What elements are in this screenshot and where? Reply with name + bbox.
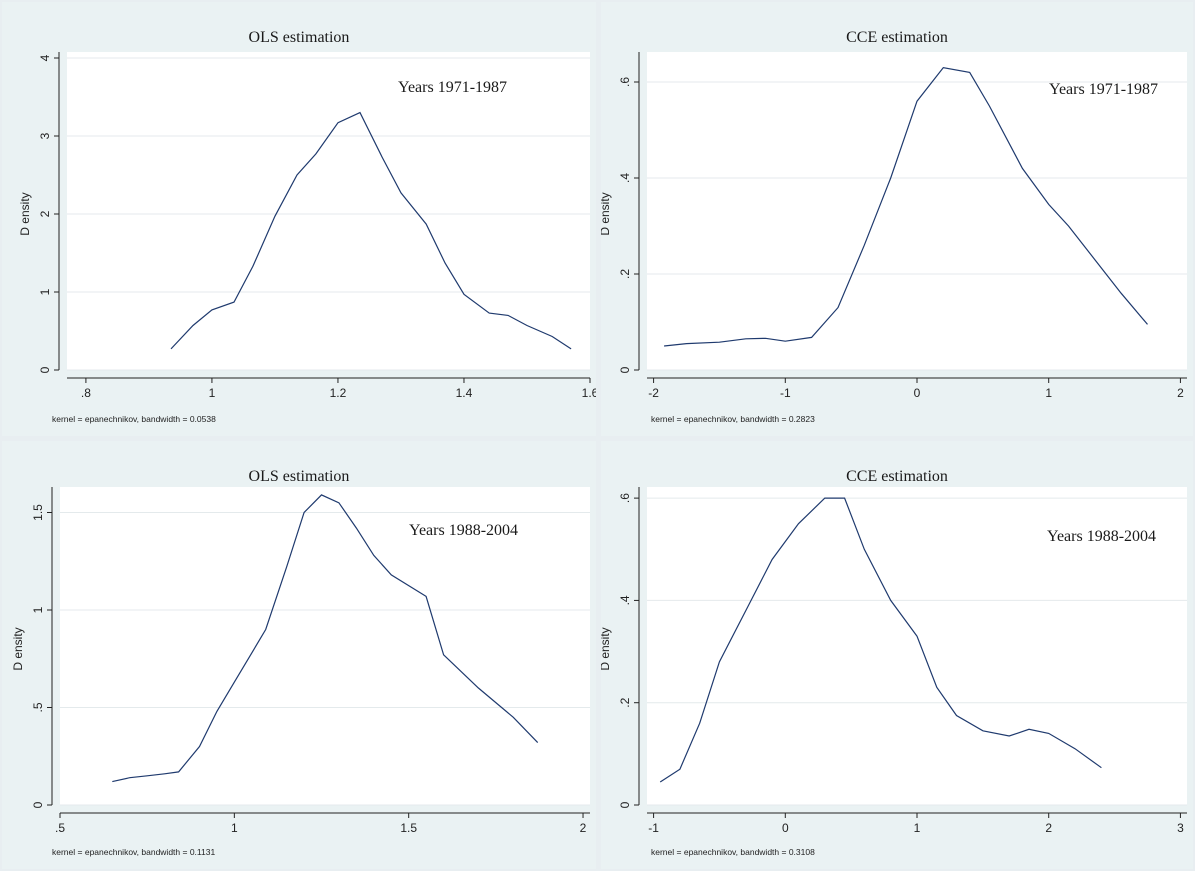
y-axis-label: D ensity	[601, 627, 612, 670]
chart-title: OLS estimation	[249, 29, 350, 46]
x-tick-label: 2	[1177, 386, 1184, 400]
x-tick-label: .5	[55, 821, 65, 835]
chart-title: OLS estimation	[249, 468, 350, 485]
x-tick-label: 1.4	[456, 386, 473, 400]
chart-svg: OLS estimation .5 1 1.5 2 0 .5 1 1.5 D ensity Year…	[11, 468, 590, 857]
kernel-note: kernel = epanechnikov, bandwidth = 0.113…	[52, 847, 215, 857]
kernel-note: kernel = epanechnikov, bandwidth = 0.282…	[651, 414, 815, 424]
chart-title: CCE estimation	[846, 468, 948, 485]
x-tick-label: 1.2	[330, 386, 347, 400]
density-curve	[170, 111, 572, 350]
y-tick-label: 2	[38, 210, 52, 217]
y-tick-label: .6	[618, 493, 632, 503]
x-tick-label: .8	[81, 386, 91, 400]
y-tick-label: .2	[618, 697, 632, 707]
plot-area	[67, 52, 590, 370]
y-tick-label: .4	[618, 595, 632, 605]
density-curve	[659, 497, 1102, 783]
y-axis-label: D ensity	[601, 192, 612, 235]
chart-panel-1: OLS estimation .8 1 1.2 1.4 1.6 0 1 2 3 4 D ensity Y…	[2, 2, 596, 436]
y-tick-label: .2	[618, 269, 632, 279]
x-tick-label: -1	[648, 821, 659, 835]
x-tick-label: 2	[1045, 821, 1052, 835]
y-tick-label: .5	[31, 702, 45, 712]
x-tick-label: 2	[580, 821, 587, 835]
y-tick-label: 4	[38, 54, 52, 61]
plot-area	[647, 52, 1187, 370]
chart-svg: CCE estimation -1 0 1 2 3 0 .2 .4 .6 D ensity Years…	[601, 468, 1187, 857]
x-tick-label: -2	[648, 386, 659, 400]
chart-title: CCE estimation	[846, 29, 948, 46]
y-tick-label: .4	[618, 173, 632, 183]
chart-svg: OLS estimation .8 1 1.2 1.4 1.6 0 1 2 3 4 D ensity Y…	[18, 29, 596, 424]
y-tick-label: 0	[618, 801, 632, 808]
plot-area	[647, 487, 1187, 805]
y-tick-label: 1	[31, 606, 45, 613]
years-annotation: Years 1971-1987	[398, 79, 507, 96]
x-tick-label: 0	[782, 821, 789, 835]
y-tick-label: 0	[31, 801, 45, 808]
x-tick-label: -1	[780, 386, 791, 400]
x-tick-label: 1	[1045, 386, 1052, 400]
y-tick-label: 0	[618, 366, 632, 373]
y-tick-label: 0	[38, 366, 52, 373]
kernel-note: kernel = epanechnikov, bandwidth = 0.310…	[651, 847, 815, 857]
x-tick-label: 1	[231, 821, 238, 835]
years-annotation: Years 1988-2004	[1047, 528, 1156, 545]
x-tick-label: 1.5	[400, 821, 417, 835]
chart-panel-4: CCE estimation -1 0 1 2 3 0 .2 .4 .6 D ensity Years…	[601, 441, 1193, 869]
plot-area	[60, 487, 590, 805]
y-axis-label: D ensity	[11, 627, 25, 670]
x-tick-label: 1	[209, 386, 216, 400]
chart-svg: CCE estimation -2 -1 0 1 2 0 .2 .4 .6 D ensity Year…	[601, 29, 1187, 424]
x-tick-label: 1	[914, 821, 921, 835]
chart-panel-3: OLS estimation .5 1 1.5 2 0 .5 1 1.5 D ensity Year…	[2, 441, 596, 869]
x-tick-label: 3	[1177, 821, 1184, 835]
kernel-note: kernel = epanechnikov, bandwidth = 0.053…	[52, 414, 216, 424]
density-curve	[112, 494, 539, 783]
years-annotation: Years 1988-2004	[409, 522, 518, 539]
y-tick-label: 3	[38, 132, 52, 139]
y-axis-label: D ensity	[18, 192, 32, 235]
chart-panel-2: CCE estimation -2 -1 0 1 2 0 .2 .4 .6 D ensity Year…	[601, 2, 1193, 436]
y-tick-label: .6	[618, 77, 632, 87]
y-tick-label: 1	[38, 288, 52, 295]
x-tick-label: 0	[914, 386, 921, 400]
x-tick-label: 1.6	[582, 386, 596, 400]
y-tick-label: 1.5	[31, 504, 45, 521]
density-curve	[664, 66, 1148, 347]
years-annotation: Years 1971-1987	[1049, 81, 1158, 98]
